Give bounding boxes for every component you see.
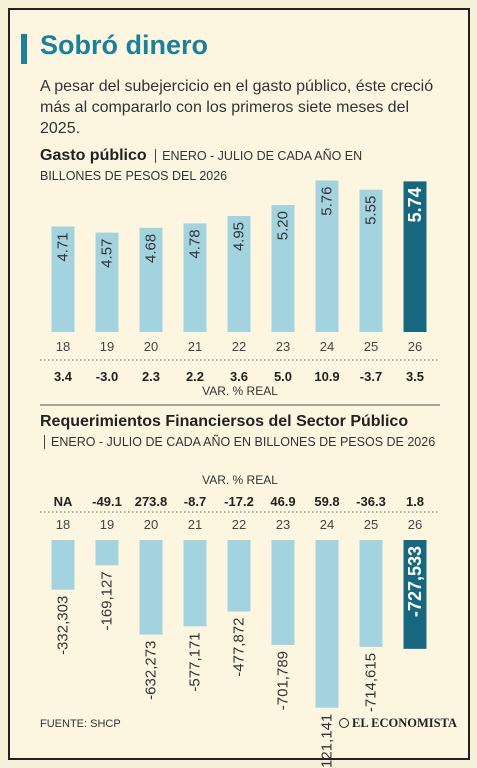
variation-value: 3.5: [406, 369, 424, 384]
value-label: 4.95: [231, 222, 248, 251]
bar: [227, 540, 251, 612]
variation-value: 2.2: [186, 369, 204, 384]
bar: [95, 540, 119, 566]
variation-value: -49.1: [92, 494, 122, 509]
value-label: 4.57: [99, 239, 116, 268]
source: FUENTE: SHCP: [40, 718, 121, 730]
chart-title: Gasto público: [40, 147, 147, 164]
value-label: 5.55: [363, 196, 380, 225]
title: Sobró dinero: [40, 30, 208, 60]
variation-value: -36.3: [356, 494, 386, 509]
bar: [271, 205, 295, 332]
variation-value: 59.8: [314, 494, 339, 509]
bar: [183, 223, 207, 332]
x-tick-label: 26: [408, 339, 422, 354]
value-label: 5.76: [319, 187, 336, 216]
bar: [359, 189, 383, 332]
variation-value: -17.2: [224, 494, 254, 509]
value-label: -332,303: [55, 596, 72, 655]
value-label: -477,872: [231, 617, 248, 676]
title-accent: [21, 34, 27, 64]
value-label: -1,121,141: [319, 714, 336, 768]
bar: [139, 227, 163, 332]
value-label: 4.71: [55, 232, 72, 261]
variation-value: 10.9: [314, 369, 339, 384]
variation-value: 46.9: [270, 494, 295, 509]
x-tick-label: 19: [100, 339, 114, 354]
variation-value: 3.4: [54, 369, 73, 384]
x-tick-label: 22: [232, 517, 246, 532]
bar: [271, 540, 295, 645]
variation-value: 273.8: [135, 494, 168, 509]
brand: EL ECONOMISTA: [339, 716, 457, 731]
value-label: 4.68: [143, 234, 160, 263]
value-label: 4.78: [187, 229, 204, 258]
value-label: -701,789: [275, 651, 292, 710]
x-tick-label: 18: [56, 517, 70, 532]
brand-name: EL ECONOMISTA: [352, 716, 457, 730]
value-label: 5.74: [405, 187, 425, 222]
variation-value: -3.7: [360, 369, 382, 384]
chart-subtitle: ENERO - JULIO DE CADA AÑO EN BILLONES DE…: [40, 149, 363, 183]
bar: [227, 215, 251, 332]
variation-label: VAR. % REAL: [202, 473, 278, 487]
x-tick-label: 21: [188, 339, 202, 354]
bar: [183, 540, 207, 627]
bar: [139, 540, 163, 635]
x-tick-label: 22: [232, 339, 246, 354]
chart-title: Requerimientos Financiersos del Sector P…: [40, 413, 409, 430]
x-tick-label: 20: [144, 339, 158, 354]
x-tick-label: 23: [276, 517, 290, 532]
x-tick-label: 26: [408, 517, 422, 532]
value-label: -169,127: [99, 571, 116, 630]
variation-value: 1.8: [406, 494, 424, 509]
variation-value: -8.7: [184, 494, 206, 509]
variation-value: NA: [54, 494, 73, 509]
x-tick-label: 20: [144, 517, 158, 532]
value-label: -714,615: [363, 653, 380, 712]
value-label: -632,273: [143, 641, 160, 700]
chart-heading: Requerimientos Financiersos del Sector P…: [40, 412, 440, 452]
variation-value: -3.0: [96, 369, 118, 384]
x-tick-label: 19: [100, 517, 114, 532]
variation-value: 2.3: [142, 369, 160, 384]
chart-subtitle: ENERO - JULIO DE CADA AÑO EN BILLONES DE…: [44, 435, 436, 449]
bar: [315, 540, 339, 708]
x-tick-label: 23: [276, 339, 290, 354]
x-tick-label: 24: [320, 339, 334, 354]
frame: [8, 8, 470, 760]
bar: [403, 540, 427, 649]
x-tick-label: 25: [364, 517, 378, 532]
x-tick-label: 18: [56, 339, 70, 354]
value-label: 5.20: [275, 211, 292, 240]
subtitle: A pesar del subejercicio en el gasto púb…: [40, 78, 434, 137]
bar: [51, 226, 75, 332]
x-tick-label: 24: [320, 517, 334, 532]
variation-value: 3.6: [230, 369, 248, 384]
chart-heading: Gasto público ENERO - JULIO DE CADA AÑO …: [40, 146, 370, 186]
variation-label: VAR. % REAL: [202, 384, 278, 398]
bar: [359, 540, 383, 647]
bar: [95, 232, 119, 332]
brand-logo: [339, 718, 349, 728]
variation-value: 5.0: [274, 369, 292, 384]
value-label: -577,171: [187, 632, 204, 691]
x-tick-label: 21: [188, 517, 202, 532]
value-label: -727,533: [405, 546, 425, 617]
bar: [315, 180, 339, 332]
bar: [403, 181, 427, 332]
bar: [51, 540, 75, 590]
x-tick-label: 25: [364, 339, 378, 354]
